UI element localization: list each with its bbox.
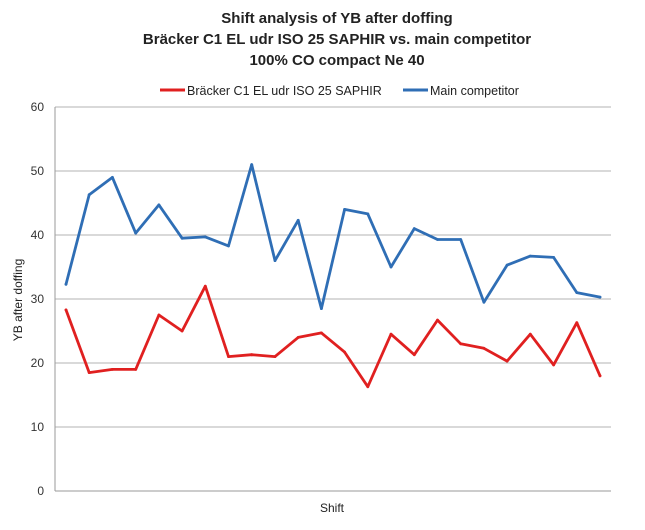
- x-axis-title: Shift: [320, 501, 345, 515]
- legend-label-bracker: Bräcker C1 EL udr ISO 25 SAPHIR: [187, 84, 382, 98]
- point-competitor-16: [412, 227, 416, 231]
- y-axis-title: YB after doffing: [11, 259, 25, 342]
- point-bracker-22: [552, 363, 555, 367]
- point-competitor-9: [250, 163, 254, 167]
- point-competitor-13: [343, 208, 346, 211]
- point-competitor-1: [64, 282, 68, 286]
- point-bracker-13: [343, 350, 346, 354]
- point-competitor-21: [528, 254, 532, 258]
- point-competitor-23: [575, 291, 579, 294]
- plot-series: [64, 163, 602, 389]
- point-competitor-24: [598, 295, 602, 299]
- point-bracker-17: [436, 318, 439, 322]
- point-bracker-4: [134, 368, 138, 371]
- point-competitor-20: [505, 263, 509, 267]
- point-bracker-23: [575, 321, 579, 325]
- point-bracker-12: [320, 331, 323, 335]
- point-bracker-9: [250, 353, 254, 357]
- y-tick-label-50: 50: [31, 164, 45, 178]
- point-competitor-18: [459, 238, 463, 241]
- point-competitor-5: [157, 203, 161, 207]
- point-competitor-2: [87, 193, 91, 197]
- point-bracker-15: [389, 332, 393, 336]
- point-competitor-12: [320, 307, 323, 310]
- y-tick-label-0: 0: [37, 484, 44, 498]
- point-bracker-14: [366, 385, 370, 389]
- legend: Bräcker C1 EL udr ISO 25 SAPHIR Main com…: [160, 84, 519, 98]
- point-competitor-19: [482, 300, 486, 304]
- point-bracker-24: [598, 374, 602, 378]
- point-competitor-6: [180, 236, 184, 240]
- point-bracker-10: [273, 355, 277, 358]
- series-line-bracker: [64, 284, 602, 389]
- point-bracker-6: [180, 329, 184, 333]
- point-bracker-3: [111, 368, 114, 371]
- point-bracker-1: [64, 308, 68, 312]
- y-axis-ticks: 0 10 20 30 40 50 60: [31, 100, 45, 498]
- point-competitor-15: [389, 265, 393, 269]
- point-competitor-3: [111, 176, 114, 179]
- y-tick-label-30: 30: [31, 292, 45, 306]
- point-competitor-11: [296, 218, 300, 222]
- chart-title-line-3: 100% CO compact Ne 40: [249, 52, 424, 69]
- point-bracker-11: [296, 336, 300, 339]
- point-competitor-22: [552, 256, 555, 259]
- legend-label-competitor: Main competitor: [430, 84, 519, 98]
- y-tick-label-20: 20: [31, 356, 45, 370]
- y-tick-label-10: 10: [31, 420, 45, 434]
- point-bracker-2: [87, 371, 91, 374]
- point-bracker-21: [528, 332, 532, 336]
- point-competitor-4: [134, 231, 138, 235]
- chart-title: Shift analysis of YB after doffing Bräck…: [143, 10, 531, 69]
- point-bracker-16: [412, 353, 416, 357]
- chart-title-line-2: Bräcker C1 EL udr ISO 25 SAPHIR vs. main…: [143, 31, 531, 48]
- point-competitor-7: [203, 235, 207, 239]
- chart-title-line-1: Shift analysis of YB after doffing: [221, 10, 452, 27]
- point-competitor-14: [366, 212, 370, 216]
- point-bracker-7: [203, 284, 207, 288]
- point-bracker-5: [157, 313, 161, 317]
- point-bracker-19: [482, 346, 486, 350]
- point-competitor-8: [227, 244, 230, 248]
- point-bracker-18: [459, 342, 463, 346]
- point-competitor-17: [436, 238, 439, 241]
- y-tick-label-60: 60: [31, 100, 45, 114]
- point-competitor-10: [273, 259, 277, 262]
- y-tick-label-40: 40: [31, 228, 45, 242]
- gridlines: [54, 106, 611, 492]
- point-bracker-20: [505, 359, 509, 363]
- series-line-competitor: [64, 163, 602, 311]
- point-bracker-8: [227, 355, 230, 358]
